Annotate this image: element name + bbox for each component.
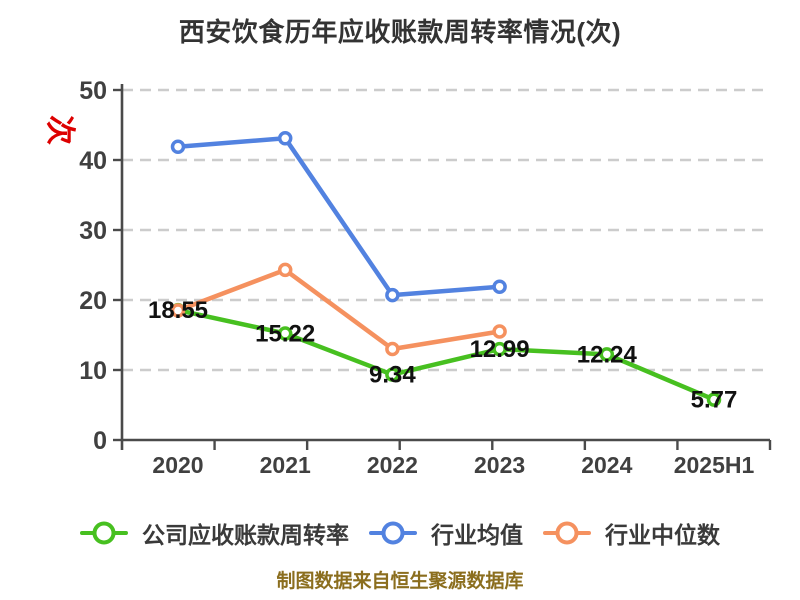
x-axis-label: 2023 [474,452,525,478]
y-tick-label: 30 [79,217,107,245]
legend-label: 行业均值 [431,522,523,548]
data-point-industry_median [170,303,186,318]
value-label: 5.77 [691,387,738,414]
data-point-company [599,347,615,362]
legend-marker-company [80,521,128,545]
data-source-caption: 制图数据来自恒生聚源数据库 [276,571,524,592]
data-point-industry_avg [385,287,400,303]
y-tick-label: 40 [79,147,107,175]
y-tick-label: 20 [79,287,107,315]
data-point-industry_avg [277,131,293,146]
value-label: 15.22 [255,320,315,347]
data-point-industry_median [277,262,293,278]
series-line-industry_avg [175,136,502,298]
legend-dot-company [92,521,116,545]
legend-dot-industry_avg [381,521,405,545]
data-point-industry_avg [492,279,507,294]
series-line-industry_median [175,267,502,352]
legend-marker-industry_avg [369,521,417,545]
legend: 公司应收账款周转率 行业均值 行业中位数 [0,516,800,550]
x-axis-label: 2020 [152,452,203,478]
data-point-company [277,326,293,341]
legend-item-industry_median: 行业中位数 [543,516,720,550]
x-axis-label: 2024 [581,452,632,478]
y-tick-label: 50 [79,77,107,105]
data-point-industry_median [492,324,507,339]
line-chart: 0 10 20 30 40 50 2020 2021 2022 2023 2024 2025H1 18.… [79,77,772,478]
legend-label: 公司应收账款周转率 [142,522,349,548]
x-axis-label: 2025H1 [674,452,755,478]
series-line-company [175,307,717,402]
value-label: 18.55 [148,297,208,324]
value-label: 9.34 [369,362,416,389]
value-label: 12.24 [577,341,638,368]
data-point-industry_median [385,341,400,357]
chart-title: 西安饮食历年应收账款周转率情况(次) [178,17,622,47]
data-point-company [385,367,400,382]
legend-label: 行业中位数 [605,522,720,548]
x-axis-label: 2022 [367,452,418,478]
data-point-company [492,341,507,357]
data-point-company [706,392,722,407]
x-axis-label: 2021 [260,452,311,478]
y-tick-label: 0 [93,427,107,455]
legend-dot-industry_median [555,521,579,545]
legend-item-company: 公司应收账款周转率 [80,516,349,550]
data-point-industry_avg [170,139,186,154]
value-label: 12.99 [470,336,530,363]
y-tick-label: 10 [79,357,107,385]
legend-item-industry_avg: 行业均值 [369,516,523,550]
legend-marker-industry_median [543,521,591,545]
